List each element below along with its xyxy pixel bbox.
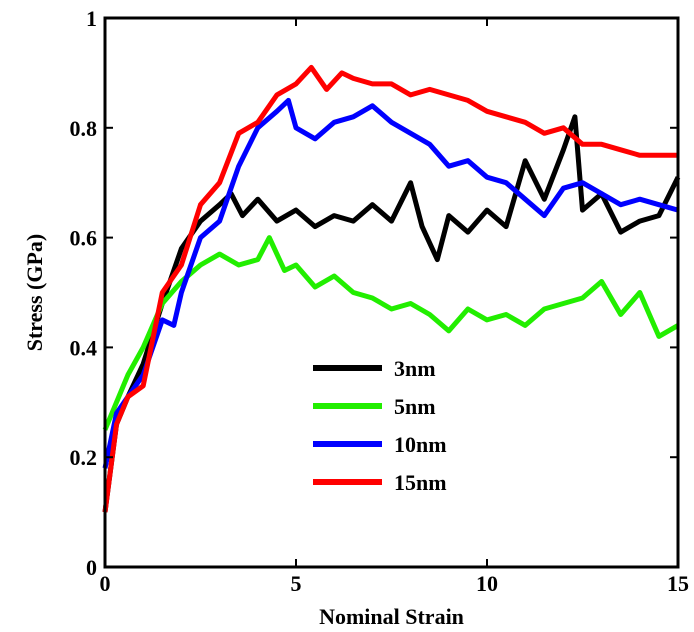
x-tick-label: 0: [100, 571, 111, 596]
plot-frame: [103, 16, 680, 569]
y-axis-label: Stress (GPa): [22, 234, 47, 352]
series-line-3nm: [102, 114, 681, 513]
legend-label-5nm: 5nm: [394, 394, 436, 419]
y-tick-label: 0.6: [70, 226, 98, 251]
series-line-15nm: [102, 64, 678, 513]
series-line-10nm: [102, 97, 679, 469]
series-layer: [102, 64, 681, 513]
legend-label-10nm: 10nm: [394, 432, 447, 457]
y-tick-label: 0.4: [70, 335, 98, 360]
tick-layer: 0 5 10 15 0 0.2 0.4 0.6 0.8 1: [70, 6, 690, 596]
x-tick-label: 15: [667, 571, 689, 596]
y-tick-label: 0.2: [70, 445, 98, 470]
legend-label-15nm: 15nm: [394, 470, 447, 495]
y-tick-label: 1: [86, 6, 97, 31]
y-tick-label: 0.8: [70, 116, 98, 141]
x-axis-label: Nominal Strain: [319, 604, 464, 629]
x-tick-label: 5: [291, 571, 302, 596]
x-tick-label: 10: [476, 571, 498, 596]
legend-label-3nm: 3nm: [394, 356, 436, 381]
y-tick-label: 0: [86, 555, 97, 580]
legend: 3nm 5nm 10nm 15nm: [313, 356, 447, 495]
